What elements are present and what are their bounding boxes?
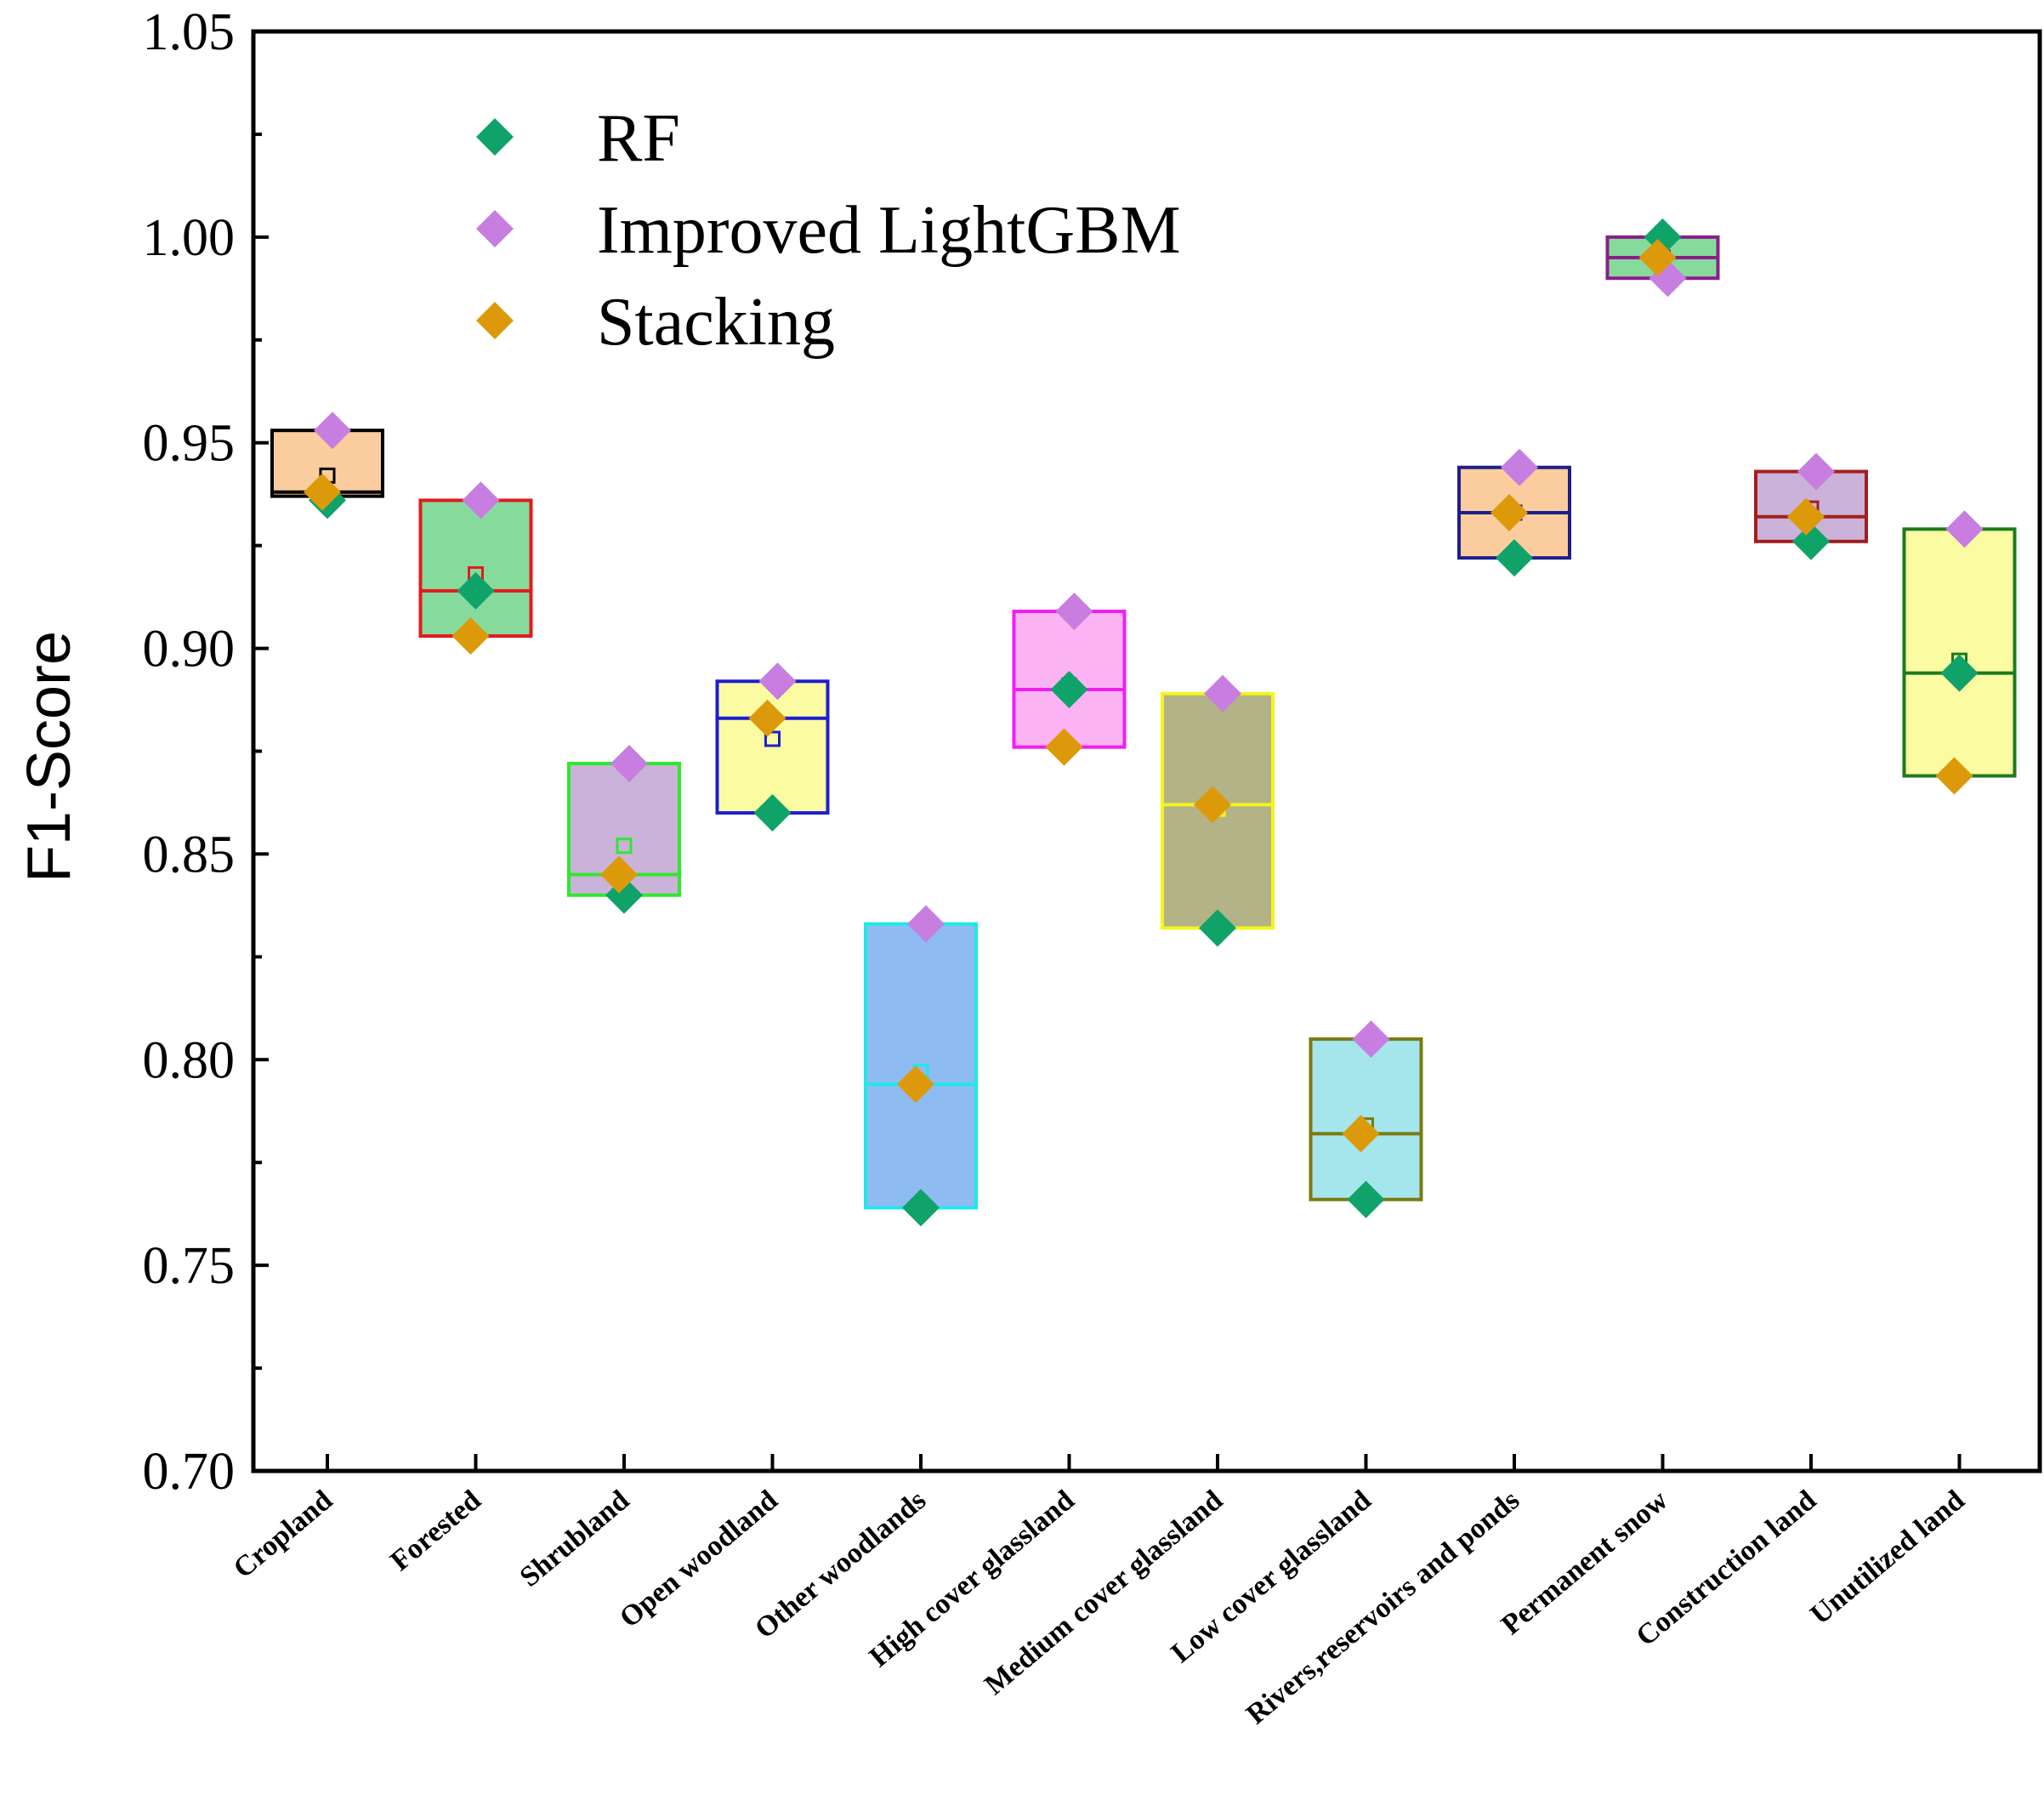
data-point — [902, 1189, 940, 1227]
x-tick-label: Shrubland — [514, 1485, 636, 1593]
x-tick-label: Unutilized land — [1804, 1485, 1970, 1631]
data-point — [1347, 1180, 1385, 1218]
x-tick-label: Rivers,reservoirs and ponds — [1241, 1485, 1525, 1731]
y-tick-label: 0.95 — [143, 415, 236, 473]
data-point — [600, 855, 638, 894]
data-point — [304, 473, 341, 511]
y-tick-label: 1.05 — [143, 3, 236, 61]
data-point — [1496, 539, 1533, 577]
box-group — [1902, 527, 2017, 778]
data-point — [897, 1065, 934, 1104]
data-point — [1638, 239, 1677, 277]
legend-label: Improved LightGBM — [597, 193, 1181, 268]
box-group — [418, 498, 533, 639]
mean-marker — [764, 730, 781, 747]
data-point — [753, 794, 792, 832]
data-point — [1490, 493, 1528, 531]
y-tick-label: 0.75 — [143, 1237, 236, 1295]
x-tick-label: Open woodland — [614, 1485, 784, 1634]
data-point — [314, 412, 351, 450]
legend: RF Improved LightGBM Stacking — [476, 101, 1181, 360]
y-tick-label: 1.00 — [143, 209, 236, 267]
data-point — [1352, 1020, 1390, 1059]
boxes-layer — [270, 235, 2017, 1210]
legend-label: Stacking — [597, 285, 835, 360]
data-point — [457, 571, 495, 610]
legend-marker — [476, 118, 514, 156]
data-point — [610, 745, 648, 783]
legend-marker — [476, 210, 514, 247]
y-tick-label: 0.70 — [143, 1443, 236, 1501]
data-point — [1501, 448, 1538, 486]
points-layer — [304, 218, 1984, 1227]
y-axis-title: F1-Score — [15, 631, 83, 883]
x-tick-label: Cropland — [228, 1485, 338, 1585]
legend-label: RF — [597, 101, 680, 176]
data-point — [1945, 510, 1984, 548]
data-point — [1935, 757, 1973, 795]
box — [715, 679, 830, 815]
y-axis: 0.70 0.75 0.80 0.85 0.90 0.95 1.00 1.05 — [143, 3, 269, 1501]
data-point — [907, 905, 945, 943]
data-point — [748, 699, 786, 737]
data-point — [1045, 728, 1083, 766]
data-point — [1797, 452, 1835, 491]
data-point — [462, 481, 500, 520]
y-tick-label: 0.80 — [143, 1031, 236, 1089]
box-group — [715, 679, 830, 815]
data-point — [1342, 1115, 1380, 1153]
box-group — [864, 922, 978, 1210]
data-point — [1787, 497, 1825, 536]
x-tick-label: Forested — [384, 1485, 486, 1577]
data-point — [1204, 674, 1241, 713]
mean-marker — [616, 838, 633, 855]
box — [1902, 527, 2017, 778]
box-group — [1309, 1037, 1423, 1201]
y-tick-label: 0.85 — [143, 826, 236, 883]
legend-marker — [476, 302, 514, 339]
data-point — [1194, 786, 1231, 824]
y-tick-label: 0.90 — [143, 621, 236, 679]
data-point — [1792, 522, 1830, 560]
data-point — [758, 662, 797, 701]
x-tick-label: Medium cover glassland — [979, 1485, 1229, 1701]
data-point — [1199, 909, 1236, 947]
data-point — [1050, 670, 1088, 708]
data-point — [1055, 593, 1093, 631]
data-point — [1940, 654, 1979, 692]
data-point — [451, 617, 490, 656]
